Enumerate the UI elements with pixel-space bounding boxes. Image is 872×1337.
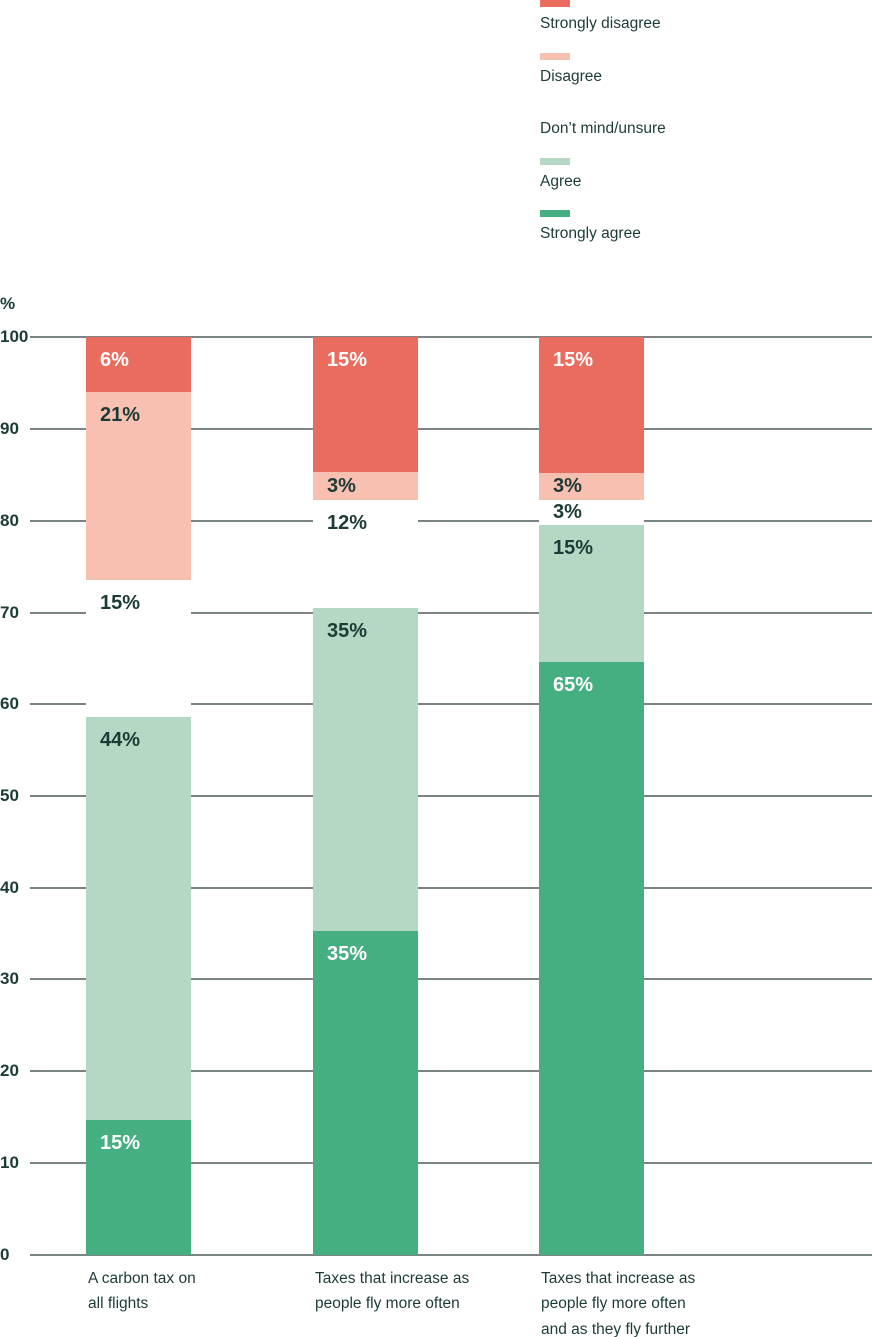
category-label-line: people fly more often xyxy=(315,1295,460,1313)
gridline-80 xyxy=(30,519,872,522)
bar-segment-label-strongly-agree: 35% xyxy=(327,942,368,965)
bar-segment-disagree: 3% xyxy=(313,472,418,500)
y-tick-label-10: 10 xyxy=(0,1152,19,1172)
gridline-20 xyxy=(30,1070,872,1073)
bar-segment-agree: 35% xyxy=(313,607,418,931)
y-axis-unit-label: % xyxy=(0,294,16,313)
bar-group-3: 15% 3% 3% 15% 65% xyxy=(539,337,644,1255)
y-tick-label-20: 20 xyxy=(0,1061,19,1081)
y-tick-label-90: 90 xyxy=(0,419,19,439)
gridline-30 xyxy=(30,978,872,981)
y-tick-label-80: 80 xyxy=(0,510,19,530)
legend-label-dont-mind-unsure: Don’t mind/unsure xyxy=(540,120,666,137)
bar-segment-strongly-disagree: 15% xyxy=(313,337,418,473)
y-tick-label-60: 60 xyxy=(0,694,19,714)
gridline-10 xyxy=(30,1161,872,1164)
legend-item-disagree: Disagree xyxy=(540,52,603,87)
bar-segment-disagree: 21% xyxy=(86,392,191,581)
bar-segment-dont-mind-unsure: 12% xyxy=(313,499,418,608)
bar-segment-label-strongly-disagree: 15% xyxy=(327,349,368,372)
y-tick-label-100: 100 xyxy=(0,327,29,347)
bar-segment-label-strongly-disagree: 6% xyxy=(100,349,129,372)
legend-item-agree: Agree xyxy=(540,157,582,192)
y-tick-label-0: 0 xyxy=(0,1244,10,1264)
gridline-40 xyxy=(30,886,872,889)
bar-segment-strongly-agree: 65% xyxy=(539,662,644,1255)
bar-segment-strongly-agree: 35% xyxy=(313,930,418,1255)
bar-segment-agree: 15% xyxy=(539,525,644,663)
bar-segment-disagree: 3% xyxy=(539,473,644,500)
bar-segment-strongly-disagree: 15% xyxy=(539,337,644,474)
legend-label-disagree: Disagree xyxy=(540,67,603,85)
bar-segment-label-strongly-agree: 15% xyxy=(100,1131,141,1154)
y-tick-label-50: 50 xyxy=(0,786,19,805)
bar-segment-label-agree: 44% xyxy=(100,729,141,752)
category-label-line: Taxes that increase as xyxy=(315,1270,470,1287)
bar-group-1: 6% 21% 15% 44% 15% xyxy=(86,337,191,1255)
gridline-0 xyxy=(30,1253,872,1256)
legend-swatch-disagree xyxy=(540,52,570,60)
bar-segment-strongly-disagree: 6% xyxy=(86,337,191,393)
legend-item-strongly-disagree: Strongly disagree xyxy=(540,0,661,34)
category-label-2: Taxes that increase as people fly more of… xyxy=(315,1266,525,1317)
bar-segment-label-disagree: 3% xyxy=(553,475,582,498)
legend-item-dont-mind-unsure: Don’t mind/unsure xyxy=(540,105,666,139)
bar-segment-label-agree: 15% xyxy=(553,537,594,560)
legend-label-strongly-agree: Strongly agree xyxy=(540,225,641,242)
legend-swatch-agree xyxy=(540,157,570,165)
y-tick-label-40: 40 xyxy=(0,877,19,897)
category-label-line: and as they fly further xyxy=(541,1320,691,1337)
legend-item-strongly-agree: Strongly agree xyxy=(540,210,641,244)
bar-segment-label-dont-mind-unsure: 3% xyxy=(553,501,582,524)
bar-segment-strongly-agree: 15% xyxy=(86,1119,191,1255)
category-label-line: Taxes that increase as xyxy=(541,1270,696,1287)
y-tick-label-30: 30 xyxy=(0,969,19,989)
category-label-line: A carbon tax on xyxy=(88,1270,196,1287)
bar-segment-dont-mind-unsure: 15% xyxy=(86,580,191,718)
bar-segment-label-strongly-disagree: 15% xyxy=(553,349,594,372)
bar-segment-label-disagree: 21% xyxy=(100,404,141,427)
gridline-90 xyxy=(30,428,872,431)
bar-segment-label-strongly-agree: 65% xyxy=(553,674,594,697)
category-label-3: Taxes that increase as people fly more of… xyxy=(541,1266,751,1337)
category-label-1: A carbon tax on all flights xyxy=(88,1266,298,1317)
legend-label-strongly-disagree: Strongly disagree xyxy=(540,15,661,32)
bar-segment-dont-mind-unsure: 3% xyxy=(539,499,644,526)
legend-swatch-strongly-disagree xyxy=(540,0,570,7)
bar-segment-label-disagree: 3% xyxy=(327,474,356,497)
legend-label-agree: Agree xyxy=(540,172,582,190)
gridline-70 xyxy=(30,611,872,614)
bar-segment-label-agree: 35% xyxy=(327,619,368,642)
category-label-line: people fly more often xyxy=(541,1295,686,1313)
bar-segment-label-dont-mind-unsure: 15% xyxy=(100,592,141,615)
legend-swatch-strongly-agree xyxy=(540,210,570,217)
y-tick-label-70: 70 xyxy=(0,602,19,622)
gridline-100 xyxy=(30,336,872,339)
bar-segment-agree: 44% xyxy=(86,717,191,1120)
gridline-50 xyxy=(30,795,872,797)
category-label-line: all flights xyxy=(88,1295,149,1313)
gridline-60 xyxy=(30,703,872,706)
legend-swatch-dont-mind-unsure xyxy=(540,105,570,112)
bar-segment-label-dont-mind-unsure: 12% xyxy=(327,511,368,534)
bar-group-2: 15% 3% 12% 35% 35% xyxy=(313,337,418,1255)
